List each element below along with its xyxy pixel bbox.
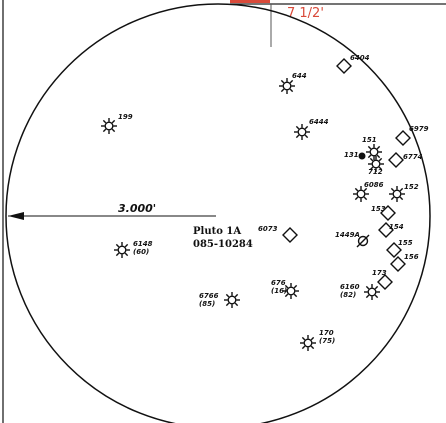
sym-1449a-label: 1449A <box>335 231 360 239</box>
sym-155-marker <box>386 242 402 258</box>
sym-6160-marker <box>364 284 380 300</box>
sym-131-label: 131 <box>344 151 359 159</box>
sym-6160-sublabel: (82) <box>340 291 356 299</box>
sym-6086-label: 6086 <box>364 181 384 189</box>
sym-676-marker <box>283 283 299 299</box>
sym-153-marker <box>380 205 396 221</box>
sym-170-sublabel: (75) <box>319 337 335 345</box>
sym-199-marker <box>101 118 117 134</box>
sym-156-marker <box>390 256 406 272</box>
center-label-line2: 085-10284 <box>193 239 253 250</box>
sym-151-marker <box>366 144 382 160</box>
sym-170-marker <box>300 335 316 351</box>
sym-151-label: 151 <box>362 136 377 144</box>
sym-6444-marker <box>294 124 310 140</box>
sym-173-label: 173 <box>372 269 387 277</box>
sym-6160-label: 6160 <box>340 283 360 291</box>
center-label-line1: Pluto 1A <box>193 226 241 237</box>
sym-676-label: 676 <box>271 279 286 287</box>
sym-6148-marker <box>114 242 130 258</box>
sym-6404-marker <box>336 58 352 74</box>
sym-6766-sublabel: (85) <box>199 300 215 308</box>
sym-131-marker <box>358 152 366 160</box>
sym-6148-label: 6148 <box>133 240 153 248</box>
sym-154-label: 154 <box>389 223 404 231</box>
sym-199-label: 199 <box>118 113 133 121</box>
sym-152-label: 152 <box>404 183 419 191</box>
sym-170-label: 170 <box>319 329 334 337</box>
sym-1449a-marker <box>356 234 370 248</box>
dimension-text: 7 1/2' <box>287 6 324 21</box>
sym-6979-label: 6979 <box>409 125 429 133</box>
sym-6774-marker <box>388 152 404 168</box>
sym-153-label: 153 <box>371 205 386 213</box>
sym-712-marker <box>368 156 384 172</box>
radius-label: 3.000' <box>118 202 156 215</box>
sym-6073-marker <box>282 227 298 243</box>
sym-644-label: 644 <box>292 72 307 80</box>
sym-676-sublabel: (16) <box>271 287 287 295</box>
sym-6404-label: 6404 <box>350 54 370 62</box>
sym-6774-label: 6774 <box>403 153 423 161</box>
sym-155-label: 155 <box>398 239 413 247</box>
sym-173-marker <box>377 274 393 290</box>
top-red-tick <box>230 0 270 3</box>
sym-156-label: 156 <box>404 253 419 261</box>
sym-6086-marker <box>353 186 369 202</box>
sym-644-marker <box>279 78 295 94</box>
plot-circle <box>5 3 431 423</box>
sym-154-marker <box>378 222 394 238</box>
sym-6444-label: 6444 <box>309 118 329 126</box>
sym-6148-sublabel: (60) <box>133 248 149 256</box>
sym-6073-label: 6073 <box>258 225 278 233</box>
sym-6766-marker <box>224 292 240 308</box>
sym-6979-marker <box>395 130 411 146</box>
radius-arrowhead <box>8 212 24 220</box>
sym-712-label: 712 <box>368 168 383 176</box>
sym-152-marker <box>389 186 405 202</box>
sym-6766-label: 6766 <box>199 292 219 300</box>
